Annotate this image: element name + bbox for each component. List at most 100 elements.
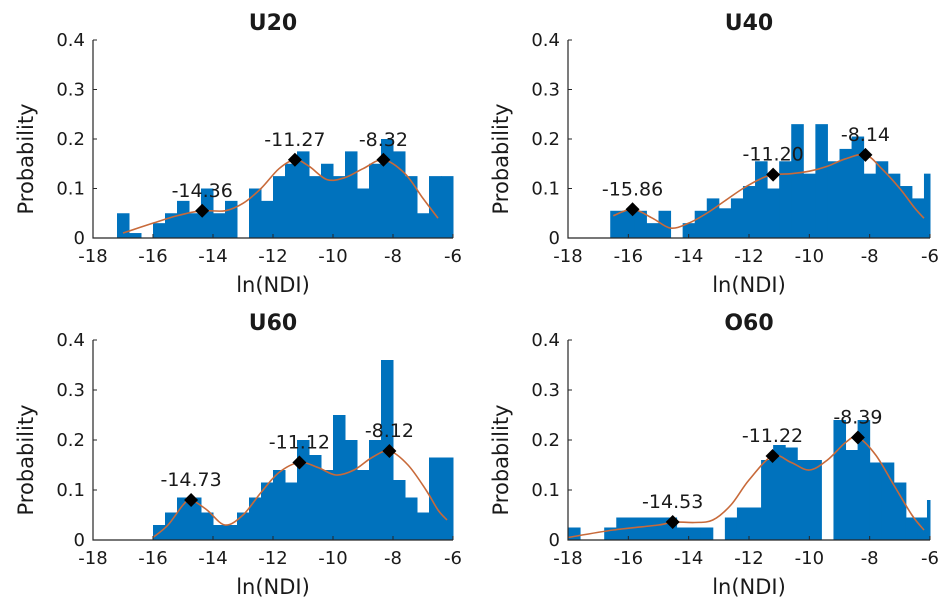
histogram-bar: [285, 482, 298, 540]
histogram-bar: [297, 151, 310, 238]
histogram-bar: [803, 173, 816, 238]
histogram-bar: [926, 500, 931, 540]
histogram-bar: [767, 188, 780, 238]
histogram-bar: [652, 517, 666, 540]
histogram-bar: [309, 176, 322, 238]
histogram-bar: [309, 455, 322, 540]
peak-marker: [376, 152, 391, 167]
histogram-bar: [153, 223, 166, 238]
x-tick-label: -10: [795, 548, 824, 569]
chart-title: U20: [249, 11, 297, 36]
histogram-bar: [249, 497, 262, 540]
x-tick-label: -14: [674, 548, 703, 569]
histogram-bar: [369, 440, 382, 540]
histogram-bar: [887, 173, 901, 238]
x-tick-label: -6: [921, 246, 939, 267]
histogram-bar: [779, 161, 792, 238]
histogram-bar: [417, 512, 430, 540]
chart-title: U40: [725, 11, 773, 36]
x-tick-label: -18: [78, 548, 107, 569]
x-axis-label: ln(NDI): [712, 273, 786, 297]
y-tick-label: 0.2: [56, 430, 85, 451]
histogram-bar: [869, 462, 883, 540]
peak-label: -14.73: [160, 469, 221, 491]
x-tick-label: -18: [78, 246, 107, 267]
x-axis-label: ln(NDI): [712, 575, 786, 599]
y-tick-label: 0.3: [56, 80, 85, 101]
histogram-bar: [429, 457, 442, 540]
y-tick-label: 0.3: [531, 80, 560, 101]
histogram-bar: [321, 470, 334, 540]
histogram-bar: [628, 517, 641, 540]
histogram-bar: [177, 200, 190, 238]
histogram-bar: [815, 124, 828, 238]
peak-label: -14.53: [642, 491, 703, 513]
peak-marker: [382, 444, 397, 458]
histogram-bar: [875, 161, 889, 238]
histogram-bar: [706, 198, 720, 238]
histogram-bar: [165, 213, 178, 238]
y-axis-label: Probability: [489, 404, 513, 515]
peak-marker: [195, 203, 210, 218]
histogram-bar: [213, 525, 226, 540]
peak-label: -11.22: [742, 425, 803, 447]
histogram-bar: [273, 470, 286, 540]
histogram-bar: [333, 176, 346, 238]
histogram-bar: [857, 420, 871, 540]
histogram-bar: [237, 512, 250, 540]
histogram-bar: [201, 512, 214, 540]
histogram-bar: [761, 460, 774, 540]
histogram-bar: [261, 482, 274, 540]
histogram-bar: [911, 198, 925, 238]
x-tick-label: -18: [553, 548, 582, 569]
histogram-bar: [905, 517, 919, 540]
chart-panel-u60: -18 -16 -14 -12 -10 -8 -6 0 0.1 0.2 0.3 0.4 U60 ln(ND…: [14, 311, 462, 599]
histogram-bar: [285, 163, 298, 238]
x-tick-label: -16: [614, 246, 643, 267]
histogram-bar: [117, 213, 130, 238]
x-axis-label: ln(NDI): [236, 575, 310, 599]
y-tick-label: 0.3: [56, 380, 85, 401]
x-axis-label: ln(NDI): [236, 273, 310, 297]
peak-marker: [765, 449, 780, 463]
chart-title: U60: [249, 311, 297, 336]
histogram-bar: [622, 210, 635, 238]
histogram-bar: [700, 527, 714, 540]
x-tick-label: -16: [138, 548, 167, 569]
y-tick-label: 0: [74, 530, 85, 551]
histogram-bar: [694, 210, 708, 238]
histogram-bar: [863, 173, 877, 238]
histogram-bar: [441, 176, 454, 238]
histogram-bar: [225, 525, 238, 540]
histogram-bar: [357, 470, 370, 540]
peak-label: -14.36: [172, 180, 233, 202]
x-tick-label: -12: [258, 548, 287, 569]
histogram-bar: [357, 188, 370, 238]
y-axis-label: Probability: [14, 404, 38, 515]
histogram-bar: [827, 161, 840, 238]
histogram-bar: [833, 420, 847, 540]
histogram-bar: [809, 460, 822, 540]
histogram-bar: [405, 497, 418, 540]
histogram-bar: [129, 233, 142, 238]
x-tick-label: -10: [318, 246, 347, 267]
chart-title: O60: [724, 311, 773, 336]
histogram-bar: [839, 148, 853, 238]
y-axis-label: Probability: [14, 103, 38, 214]
chart-panel-u20: -18 -16 -14 -12 -10 -8 -6 0 0.1 0.2 0.3 0.4 U20 ln(ND…: [14, 11, 462, 297]
histogram-bar: [736, 507, 750, 540]
histogram-bar: [688, 527, 702, 540]
y-axis-label: Probability: [489, 103, 513, 214]
peak-marker: [292, 455, 307, 470]
y-tick-label: 0.2: [56, 129, 85, 150]
x-tick-label: -6: [444, 246, 462, 267]
histogram-bar: [568, 527, 581, 540]
x-tick-label: -14: [674, 246, 703, 267]
histogram-bar: [165, 512, 178, 540]
histogram-bar: [676, 527, 690, 540]
y-tick-label: 0: [549, 530, 560, 551]
chart-panel-o60: -18 -16 -14 -12 -10 -8 -6 0 0.1 0.2 0.3 0.4 O60 ln(ND…: [489, 311, 939, 599]
histogram-bar: [640, 517, 653, 540]
histogram-bar: [923, 173, 931, 238]
